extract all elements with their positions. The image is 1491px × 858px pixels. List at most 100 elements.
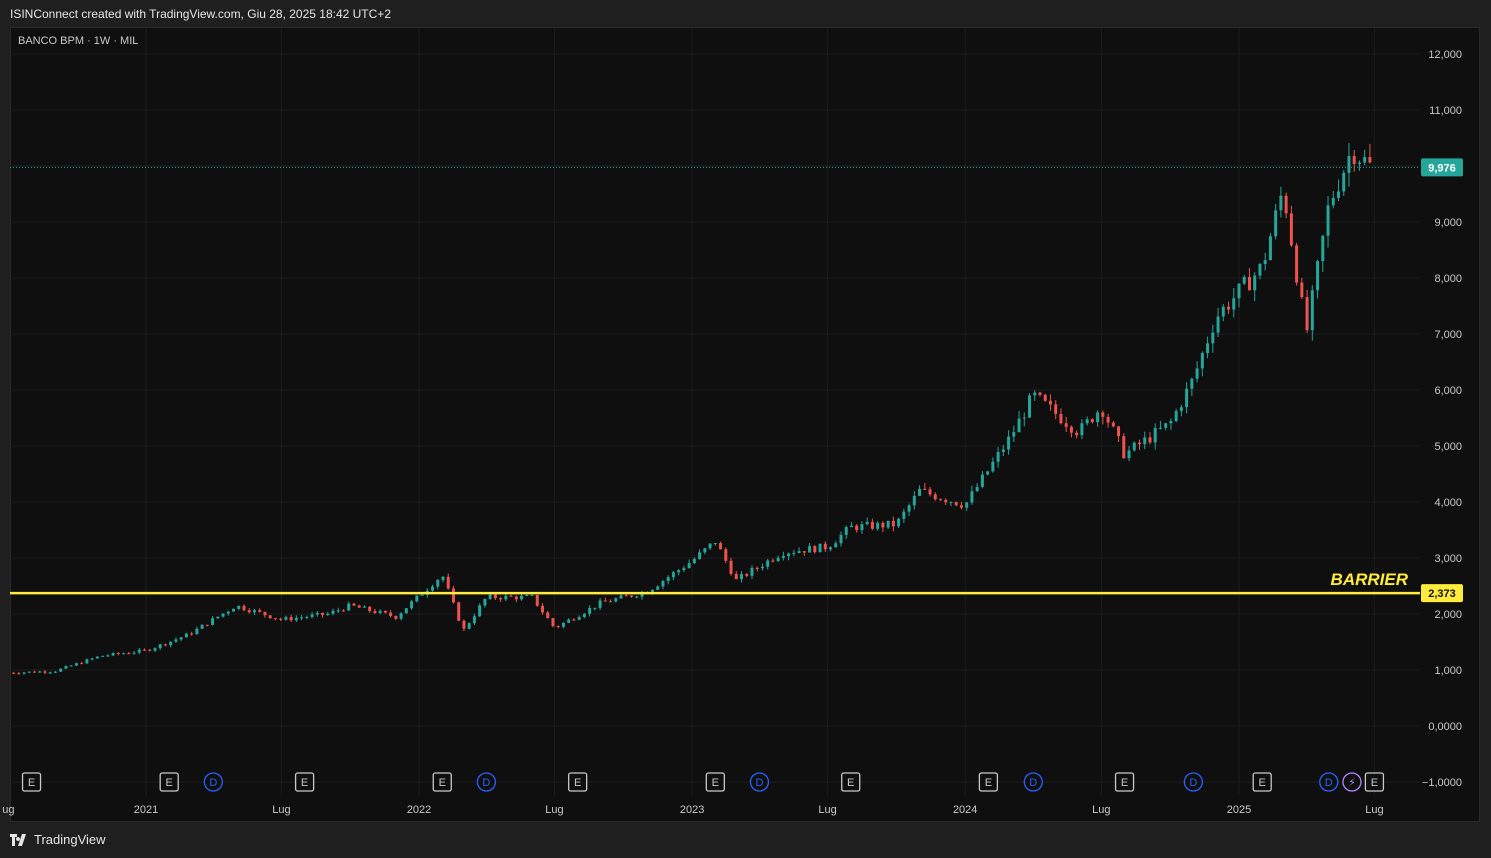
candle-up xyxy=(1033,392,1037,396)
x-tick-label: 2021 xyxy=(134,804,158,816)
candle-up xyxy=(1279,195,1283,211)
dividend-event-glyph: D xyxy=(1325,777,1333,789)
candle-up xyxy=(237,605,241,609)
candle-up xyxy=(195,628,199,635)
earnings-event-glyph: E xyxy=(712,777,719,789)
earnings-event-marker xyxy=(705,772,725,792)
earnings-event-glyph: E xyxy=(28,777,35,789)
candle-up xyxy=(598,600,602,608)
dividend-event-marker xyxy=(1183,772,1204,792)
x-tick-label: ug xyxy=(2,804,14,816)
candle-down xyxy=(116,652,120,654)
candle-up xyxy=(1258,263,1262,276)
candle-down xyxy=(630,595,634,597)
candle-down xyxy=(1090,419,1094,423)
candle-down xyxy=(462,620,466,629)
candle-down xyxy=(813,546,817,553)
candle-up xyxy=(635,596,639,598)
candle-up xyxy=(525,595,529,597)
candle-down xyxy=(870,521,874,529)
candle-up xyxy=(829,547,833,550)
y-tick-label: 1,000 xyxy=(1434,665,1462,677)
earnings-event-glyph: E xyxy=(166,777,173,789)
candle-down xyxy=(891,520,895,527)
earnings-event-glyph: E xyxy=(985,777,992,789)
candle-up xyxy=(692,558,696,564)
candle-down xyxy=(368,606,372,611)
candle-up xyxy=(294,617,298,621)
candle-up xyxy=(1310,290,1314,331)
candle-up xyxy=(865,521,869,525)
candle-down xyxy=(457,602,461,621)
candle-up xyxy=(1185,388,1189,408)
candle-up xyxy=(588,608,592,614)
candle-up xyxy=(808,546,812,553)
candle-up xyxy=(797,551,801,553)
candle-down xyxy=(493,594,497,599)
candle-up xyxy=(216,616,220,619)
candle-up xyxy=(740,574,744,580)
candle-down xyxy=(1048,400,1052,405)
candle-down xyxy=(279,618,283,620)
candle-down xyxy=(624,595,628,597)
candle-down xyxy=(556,626,560,628)
candle-up xyxy=(347,603,351,611)
candle-down xyxy=(446,576,450,589)
candle-up xyxy=(776,557,780,561)
split-event-marker xyxy=(1342,772,1362,792)
candle-down xyxy=(33,671,37,673)
candle-down xyxy=(1075,432,1079,436)
candle-down xyxy=(242,605,246,611)
candle-down xyxy=(724,549,728,561)
candle-up xyxy=(22,672,26,674)
candle-up xyxy=(90,658,94,660)
candle-up xyxy=(467,623,471,629)
candle-up xyxy=(1342,172,1346,192)
earnings-event-glyph: E xyxy=(574,777,581,789)
tradingview-brand[interactable]: TradingView xyxy=(10,832,106,847)
candle-up xyxy=(472,616,476,624)
candle-up xyxy=(849,525,853,528)
chart-panel[interactable] xyxy=(10,27,1480,822)
candle-down xyxy=(289,617,293,621)
candle-up xyxy=(300,617,304,619)
candle-down xyxy=(939,499,943,501)
candle-down xyxy=(541,605,545,613)
dividend-event-glyph: D xyxy=(209,777,217,789)
candle-up xyxy=(284,617,288,620)
earnings-event-marker xyxy=(159,772,179,792)
candle-up xyxy=(918,488,922,496)
candle-down xyxy=(1038,392,1042,395)
candle-up xyxy=(1174,411,1178,422)
candle-down xyxy=(1247,276,1251,291)
candle-up xyxy=(232,608,236,612)
candle-up xyxy=(1206,343,1210,354)
earnings-event-marker xyxy=(841,772,861,792)
candle-up xyxy=(1336,191,1340,198)
candle-up xyxy=(1169,421,1173,424)
y-tick-label: 5,000 xyxy=(1434,441,1462,453)
candle-up xyxy=(860,524,864,531)
candle-up xyxy=(897,518,901,527)
earnings-event-marker xyxy=(1114,772,1135,792)
dividend-event-marker xyxy=(1319,772,1339,792)
candle-down xyxy=(745,574,749,576)
earnings-event-marker xyxy=(21,772,42,792)
y-tick-label: 0,0000 xyxy=(1428,721,1462,733)
y-tick-label: 3,000 xyxy=(1434,553,1462,565)
candle-up xyxy=(184,633,188,638)
candle-up xyxy=(567,619,571,623)
candle-down xyxy=(190,633,194,635)
earnings-event-glyph: E xyxy=(301,777,308,789)
candle-up xyxy=(907,505,911,512)
candle-up xyxy=(912,495,916,506)
candle-up xyxy=(687,563,691,569)
candle-up xyxy=(1211,332,1215,344)
candle-up xyxy=(577,617,581,620)
candle-down xyxy=(389,612,393,616)
candle-down xyxy=(352,603,356,606)
candle-down xyxy=(923,488,927,490)
candle-down xyxy=(263,611,267,616)
candle-up xyxy=(965,502,969,508)
